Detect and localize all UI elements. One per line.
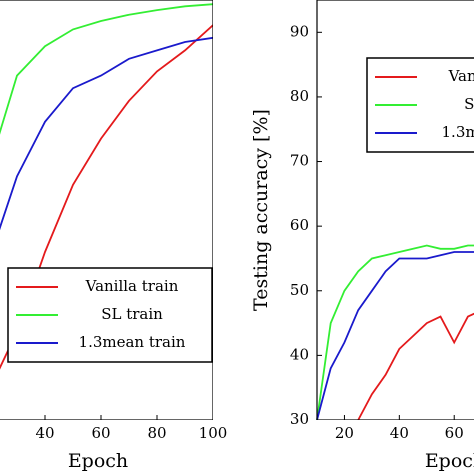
legend: Vanilla train SL train 1.3mean train xyxy=(7,267,213,363)
x-axis-label: Epoch xyxy=(68,450,128,472)
axes-frame xyxy=(316,0,474,420)
x-axis-label: Epoch xyxy=(425,450,474,472)
x-tick-label: 40 xyxy=(35,424,54,442)
x-tick-label: 20 xyxy=(335,424,354,442)
y-tick-label: 90 xyxy=(290,22,309,40)
data-line xyxy=(316,251,474,420)
x-tick-label: 80 xyxy=(147,424,166,442)
plot-area xyxy=(316,0,474,420)
data-line xyxy=(357,312,474,420)
legend-label: SL test xyxy=(464,95,474,113)
y-tick-label: 80 xyxy=(290,87,309,105)
y-tick-label: 30 xyxy=(290,410,309,428)
legend-label: Vanilla train xyxy=(85,277,179,295)
y-tick-label: 50 xyxy=(290,281,309,299)
y-axis-label: Testing accuracy [%] xyxy=(250,109,272,311)
x-tick-label: 60 xyxy=(91,424,110,442)
legend-label: Vanilla test xyxy=(448,67,474,85)
data-line xyxy=(0,3,213,135)
data-line xyxy=(0,36,213,231)
data-line xyxy=(316,244,474,420)
legend-label: SL train xyxy=(101,305,163,323)
y-tick-label: 40 xyxy=(290,345,309,363)
legend-label: 1.3mean train xyxy=(79,333,186,351)
x-tick-label: 40 xyxy=(390,424,409,442)
x-tick-label: 60 xyxy=(445,424,464,442)
y-tick-label: 60 xyxy=(290,216,309,234)
legend: Vanilla test SL test 1.3mean test xyxy=(366,57,474,153)
legend-label: 1.3mean test xyxy=(442,123,474,141)
y-tick-label: 70 xyxy=(290,152,309,170)
x-tick-label: 100 xyxy=(199,424,228,442)
